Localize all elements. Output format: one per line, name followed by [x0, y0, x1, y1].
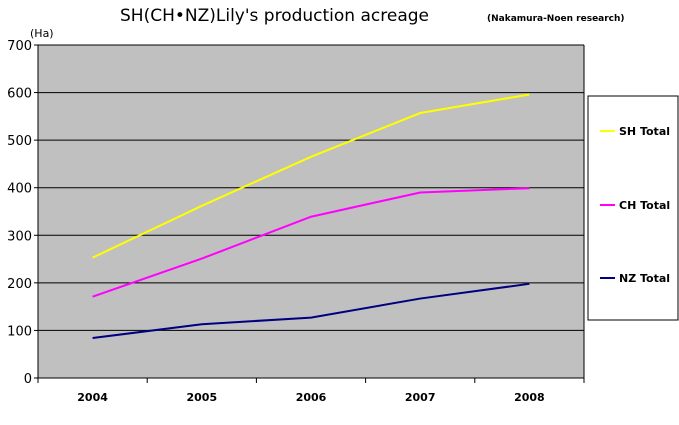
y-axis-unit-label: (Ha): [30, 27, 54, 40]
x-tick-label: 2004: [77, 391, 108, 404]
legend-label: CH Total: [619, 199, 670, 212]
series-lines: [92, 93, 530, 340]
axes: [34, 44, 585, 383]
series-line-nz-total: [92, 282, 530, 340]
x-tick-label: 2008: [514, 391, 545, 404]
series-line-sh-total: [92, 93, 530, 259]
y-tick-label: 700: [7, 39, 32, 54]
y-tick-label: 100: [7, 324, 32, 339]
x-tick-label: 2005: [186, 391, 217, 404]
y-tick-label: 400: [7, 182, 32, 197]
y-tick-label: 600: [7, 87, 32, 102]
series-line-ch-total: [92, 187, 530, 298]
legend-label: SH Total: [619, 125, 670, 138]
y-tick-label: 200: [7, 277, 32, 292]
plot-area: [38, 45, 584, 378]
chart-subtitle: (Nakamura-Noen research): [487, 14, 625, 24]
legend-box: [587, 95, 679, 321]
y-tick-label: 0: [24, 372, 32, 387]
legend: SH Total CH Total NZ Total: [587, 95, 679, 321]
x-tick-label: 2007: [405, 391, 436, 404]
y-tick-labels: 0 100 200 300 400 500 600 700: [7, 39, 32, 387]
legend-label: NZ Total: [619, 272, 670, 285]
chart-title: SH(CH•NZ)Lily's production acreage: [120, 6, 429, 26]
y-tick-label: 500: [7, 134, 32, 149]
y-tick-label: 300: [7, 229, 32, 244]
x-tick-label: 2006: [296, 391, 327, 404]
x-tick-labels: 2004 2005 2006 2007 2008: [77, 391, 544, 404]
